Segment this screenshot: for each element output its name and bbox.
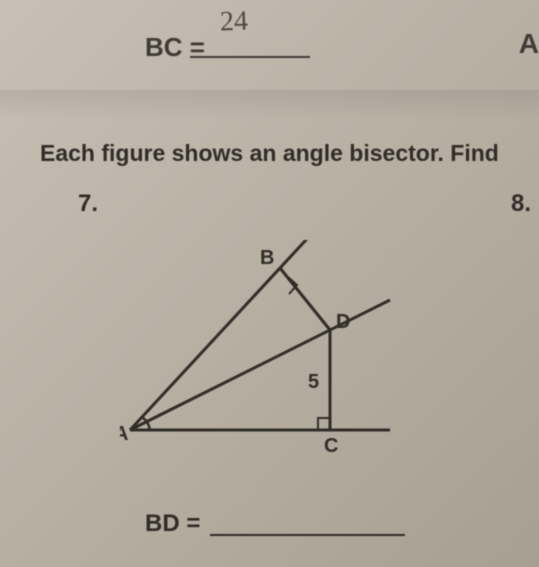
question-7-number: 7. <box>78 190 98 218</box>
bc-equals-label: BC = <box>145 32 205 63</box>
question-8-number: 8. <box>511 190 531 218</box>
top-section: 24 BC = A <box>0 0 539 90</box>
worksheet-page: 24 BC = A Each figure shows an angle bis… <box>0 0 539 567</box>
label-a: A <box>120 423 128 445</box>
label-5: 5 <box>308 371 319 393</box>
diagram-svg: A B D C 5 <box>120 240 400 460</box>
bc-blank-line <box>190 56 310 58</box>
shadow-divider <box>0 90 539 120</box>
angle-bisector-diagram: A B D C 5 <box>120 240 380 460</box>
ray-top <box>130 240 330 430</box>
instruction-text: Each figure shows an angle bisector. Fin… <box>40 140 499 167</box>
bd-blank-line <box>210 534 405 536</box>
partial-right-letter: A <box>519 28 539 60</box>
label-b: B <box>260 247 274 269</box>
bd-equals-label: BD = <box>145 510 200 538</box>
right-angle-c <box>318 418 330 430</box>
ray-bisector <box>130 300 390 430</box>
handwritten-answer: 24 <box>219 6 248 39</box>
label-d: D <box>336 311 350 333</box>
label-c: C <box>324 435 338 457</box>
segment-bd <box>280 268 330 330</box>
